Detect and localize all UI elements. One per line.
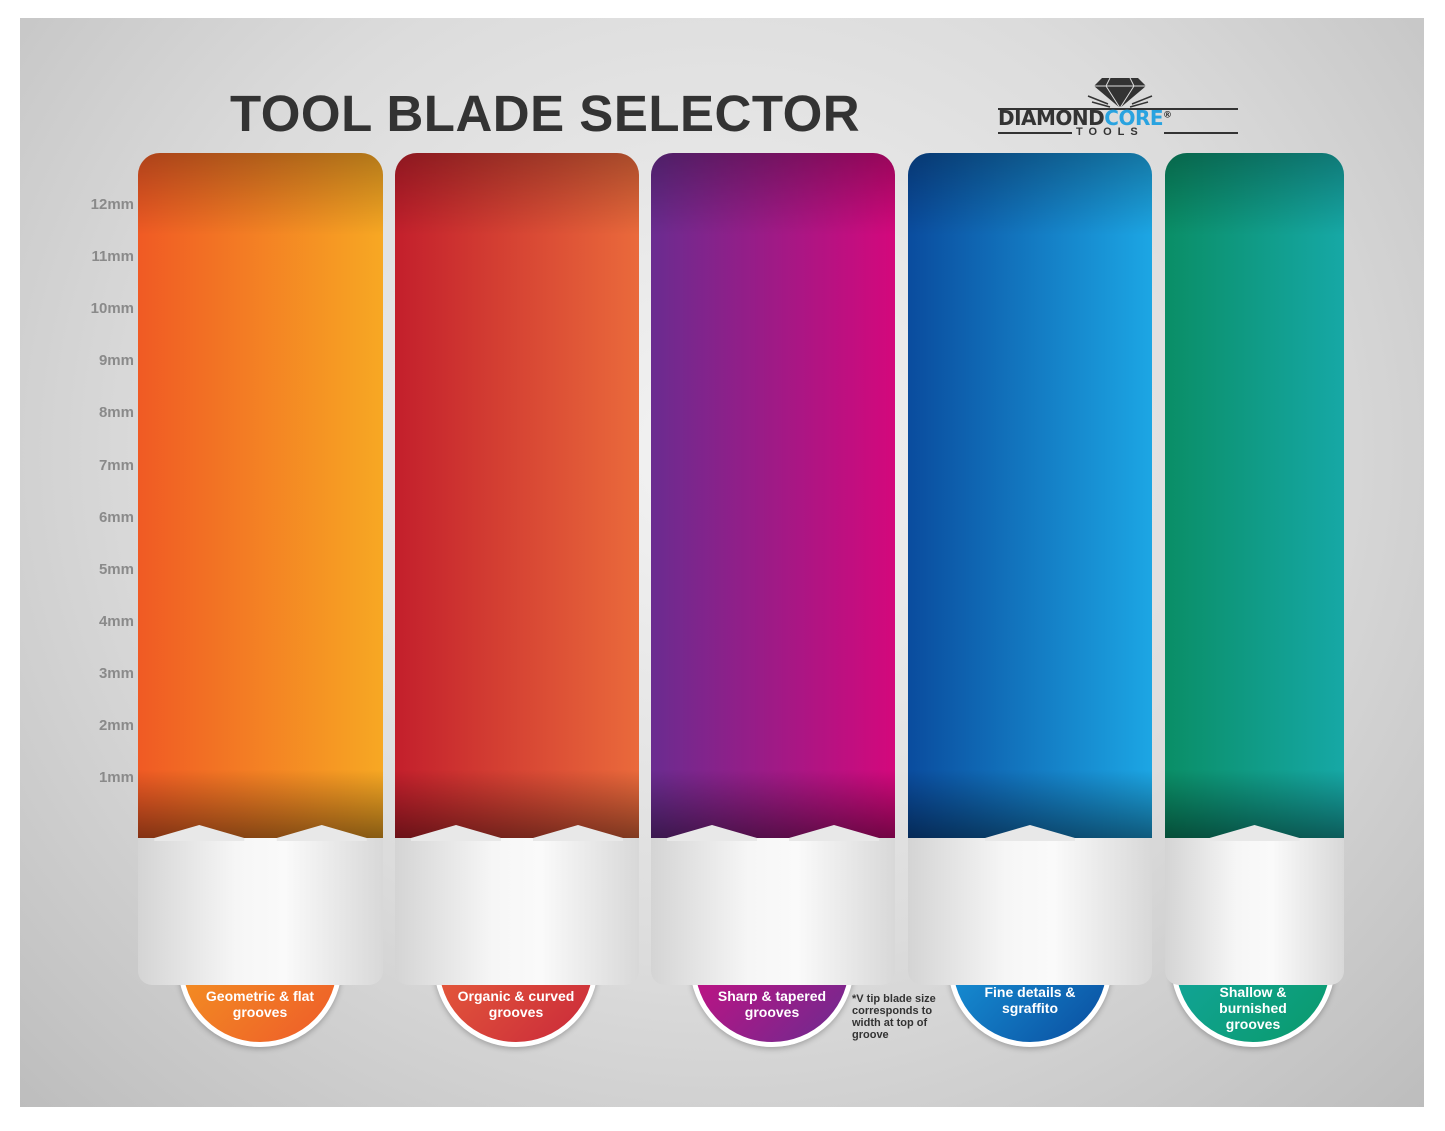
scale-label: 4mm [98, 612, 134, 630]
v-tip-footnote: *V tip blade size corresponds to width a… [852, 993, 936, 1041]
column-shade [908, 153, 1152, 838]
page-title: TOOL BLADE SELECTOR [230, 85, 861, 142]
logo-rule [998, 108, 1238, 110]
logo-subtitle: TOOLS [1076, 126, 1144, 138]
scale-label: 6mm [98, 508, 134, 526]
registered-mark: ® [1163, 110, 1172, 121]
scale-label: 8mm [98, 404, 134, 422]
column-handle-area [1165, 838, 1344, 985]
column-shade [1165, 153, 1344, 838]
scale-label: 9mm [98, 352, 134, 370]
chevron-tab [1209, 825, 1300, 841]
chevron-tab [411, 825, 623, 841]
column-fluting [1165, 153, 1344, 985]
scale-label: 3mm [98, 664, 134, 682]
chevron-tab [154, 825, 367, 841]
chevron-tab [985, 825, 1075, 841]
column-handle-area [395, 838, 639, 985]
tip-description: Geometric & flat grooves [205, 988, 315, 1020]
column-handle-area [651, 838, 895, 985]
scale-label: 7mm [98, 456, 134, 474]
tip-description: Organic & curved grooves [457, 988, 575, 1020]
logo-wordmark: DIAMONDCORE® [998, 106, 1172, 130]
logo-rule [1164, 132, 1238, 134]
chevron-tab [667, 825, 879, 841]
scale-label: 5mm [98, 560, 134, 578]
scale-label: 2mm [98, 717, 134, 734]
brand-logo: DIAMONDCORE® TOOLS [996, 70, 1246, 140]
column-gradient [651, 153, 895, 838]
logo-brand-light: CORE [1104, 106, 1164, 130]
logo-rule [998, 132, 1072, 134]
column-handle-area [138, 838, 383, 985]
scale-label: 10mm [90, 300, 134, 318]
column-v [651, 153, 895, 985]
logo-brand-dark: DIAMOND [998, 106, 1105, 130]
column-shade [651, 153, 895, 838]
column-square [138, 153, 383, 985]
tip-description: Shallow & burnished grooves [1219, 984, 1287, 1032]
column-shade [138, 153, 383, 838]
column-gradient [395, 153, 639, 838]
column-gradient [138, 153, 383, 838]
column-handle-area [908, 838, 1152, 985]
tip-description: Fine details & sgraffito [984, 984, 1076, 1016]
scale-label: 12mm [90, 196, 134, 213]
column-fine [908, 153, 1152, 985]
scale-label: 1mm [98, 769, 134, 787]
scale-label: 11mm [91, 248, 134, 266]
column-u [395, 153, 639, 985]
column-shade [395, 153, 639, 838]
tip-description: Sharp & tapered grooves [717, 988, 827, 1020]
diamond-icon [1087, 77, 1153, 109]
column-gradient [908, 153, 1152, 838]
column-gradient [1165, 153, 1344, 838]
